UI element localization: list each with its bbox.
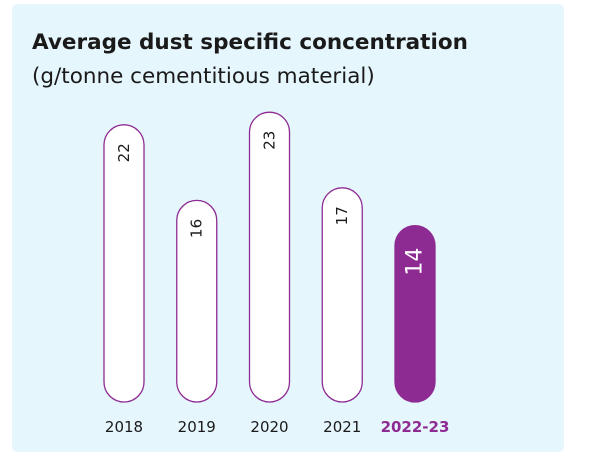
bar-2021	[321, 187, 363, 403]
chart-subtitle: (g/tonne cementitious material)	[32, 64, 375, 89]
tick-label-2020: 2020	[250, 418, 288, 436]
data-label-2020: 23	[261, 131, 279, 150]
tick-label-2021: 2021	[323, 418, 361, 436]
chart-title: Average dust specific concentration	[32, 30, 468, 55]
bar-2019	[176, 199, 218, 403]
bar-2020	[248, 111, 291, 403]
tick-label-2019: 2019	[178, 418, 216, 436]
data-label-2018: 22	[115, 143, 133, 162]
data-label-2019: 16	[188, 219, 206, 238]
bar-2018	[103, 124, 145, 403]
data-label-2022-23: 14	[403, 248, 428, 276]
data-label-2021: 17	[333, 206, 351, 225]
bar-2022-23	[394, 224, 436, 403]
tick-label-2022-23: 2022-23	[381, 418, 450, 436]
tick-label-2018: 2018	[105, 418, 143, 436]
